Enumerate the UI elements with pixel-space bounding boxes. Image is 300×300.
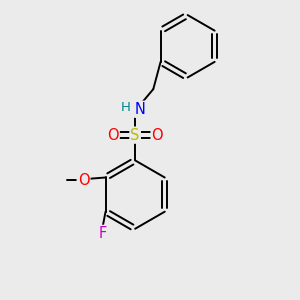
Text: O: O	[78, 173, 89, 188]
Text: H: H	[121, 101, 130, 114]
Text: O: O	[152, 128, 163, 142]
Text: F: F	[98, 226, 107, 241]
Text: O: O	[107, 128, 119, 142]
Text: S: S	[130, 128, 140, 142]
Text: N: N	[135, 102, 146, 117]
